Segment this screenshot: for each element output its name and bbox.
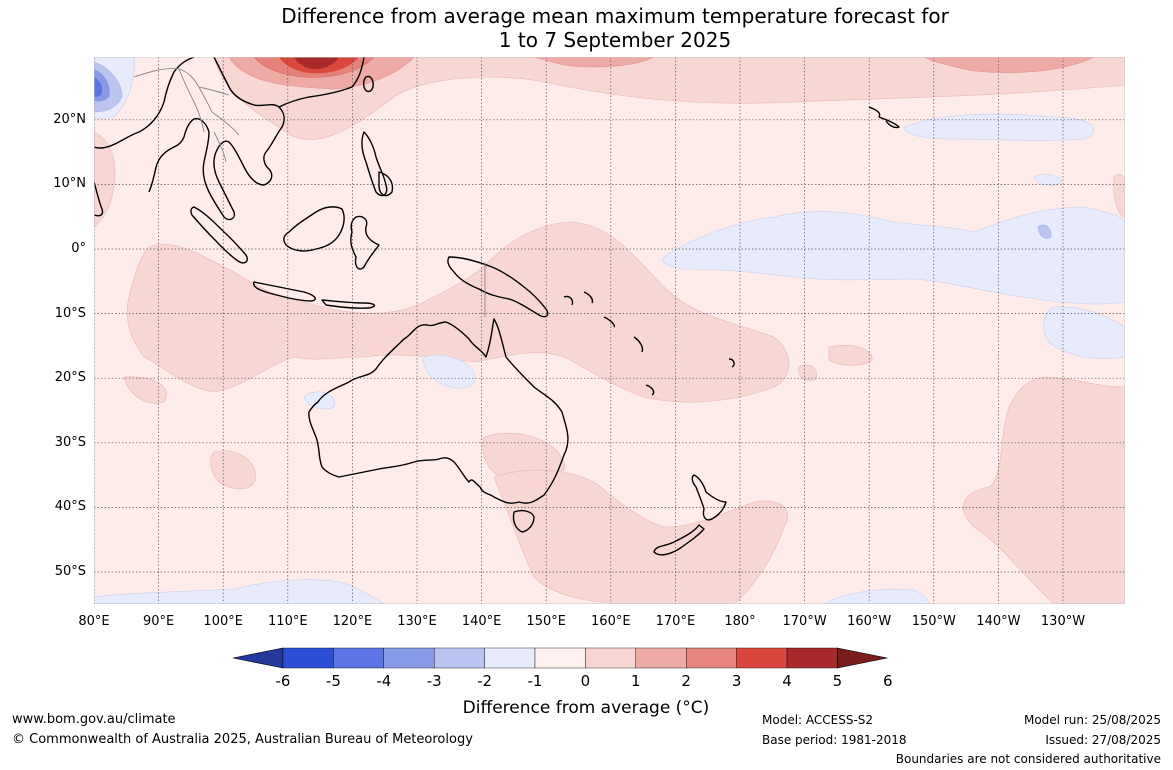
longitude-label: 110°E [268, 614, 308, 629]
longitude-label: 170°E [655, 614, 696, 629]
longitude-label: 140°E [461, 614, 502, 629]
longitude-label: 140°W [976, 614, 1021, 629]
sulawesi-coastline [350, 215, 380, 270]
coastlines [94, 57, 900, 556]
australia-coastline [308, 318, 569, 504]
colorbar-tick-label: 2 [681, 672, 691, 690]
title-line-2: 1 to 7 September 2025 [498, 28, 732, 52]
footer-copyright: © Commonwealth of Australia 2025, Austra… [12, 732, 473, 747]
anomaly-regions-5-6 [294, 57, 339, 70]
colorbar-segment [534, 647, 586, 669]
anomaly-regions-1-2 [94, 57, 1125, 604]
longitude-label: 120°E [332, 614, 373, 629]
india-coastline [94, 181, 104, 217]
colorbar-segment [484, 647, 536, 669]
colorbar-segment [433, 647, 485, 669]
footer-base-period: Base period: 1981-2018 [762, 733, 907, 747]
colorbar-tick-label: -1 [527, 672, 543, 690]
colorbar-tick-label: -5 [325, 672, 341, 690]
footer-issued: Issued: 27/08/2025 [1045, 733, 1161, 747]
longitude-label: 170°W [782, 614, 827, 629]
latitude-label: 10°N [53, 176, 86, 192]
longitude-label: 130°W [1040, 614, 1086, 629]
longitude-label: 180° [724, 614, 756, 629]
longitude-label: 150°E [526, 614, 566, 629]
taiwan-coastline [362, 75, 374, 93]
colorbar-segment [736, 647, 788, 669]
colorbar-tick-label: 5 [832, 672, 843, 690]
footer-disclaimer: Boundaries are not considered authoritat… [895, 752, 1161, 766]
colorbar-tick-label: -6 [275, 672, 291, 690]
longitude-label: 150°W [911, 614, 956, 629]
philippines-coastline [361, 131, 394, 197]
new-zealand-coastline [653, 474, 727, 556]
country-borders [133, 68, 486, 317]
colorbar-tick-label: 0 [580, 672, 591, 690]
graticule [94, 57, 1125, 604]
colorbar-segment [635, 647, 687, 669]
colorbar-tick-label: 1 [631, 672, 641, 690]
lesser-sunda-coastline [321, 299, 376, 309]
colorbar-tick-label: 3 [731, 672, 742, 690]
colorbar-segment [282, 647, 334, 669]
latitude-label: 20°S [54, 370, 86, 386]
longitude-label: 160°E [591, 614, 631, 629]
map-title: Difference from average mean maximum tem… [0, 4, 1173, 52]
anomaly-regions-neg4-neg3 [94, 77, 103, 97]
colorbar-arrow-low [233, 647, 284, 669]
colorbar-tick-label: -3 [426, 672, 442, 690]
java-coastline [252, 281, 316, 302]
longitude-label: 80°E [78, 614, 110, 629]
sumatra-coastline [190, 206, 248, 264]
longitude-label: 90°E [142, 614, 175, 629]
longitude-label: 100°E [203, 614, 243, 629]
latitude-label: 10°S [54, 305, 86, 321]
anomaly-regions-neg1-0 [94, 57, 1125, 604]
temperature-anomaly-map[interactable] [94, 57, 1125, 604]
colorbar-segment [585, 647, 636, 669]
new-guinea-coastline [447, 256, 549, 318]
tasmania-coastline [512, 509, 535, 533]
colorbar-segment [686, 647, 737, 669]
colorbar-arrow-high [837, 647, 888, 669]
latitude-label: 50°S [54, 564, 86, 579]
colorbar-segment [333, 647, 385, 669]
colorbar [233, 647, 888, 669]
latitude-label: 30°S [54, 434, 86, 450]
colorbar-label: Difference from average (°C) [462, 698, 710, 718]
footer-model: Model: ACCESS-S2 [762, 713, 874, 727]
footer-model-run: Model run: 25/08/2025 [1023, 713, 1161, 727]
longitude-label: 130°E [397, 614, 437, 629]
colorbar-segment [786, 647, 838, 669]
latitude-label: 40°S [54, 499, 86, 515]
longitude-label: 160°W [847, 614, 892, 629]
footer-website: www.bom.gov.au/climate [12, 712, 176, 727]
title-line-1: Difference from average mean maximum tem… [281, 4, 949, 28]
colorbar-tick-label: -2 [477, 672, 493, 690]
latitude-label: 0° [71, 241, 86, 256]
colorbar-tick-label: 4 [782, 672, 792, 690]
colorbar-tick-label: -4 [376, 672, 392, 690]
pacific-islands-coastline [563, 106, 900, 396]
colorbar-segment [383, 647, 435, 669]
colorbar-tick-label: 6 [883, 672, 893, 690]
borneo-coastline [283, 206, 345, 252]
asia-mainland-coastline [94, 57, 365, 221]
latitude-label: 20°N [53, 111, 86, 127]
